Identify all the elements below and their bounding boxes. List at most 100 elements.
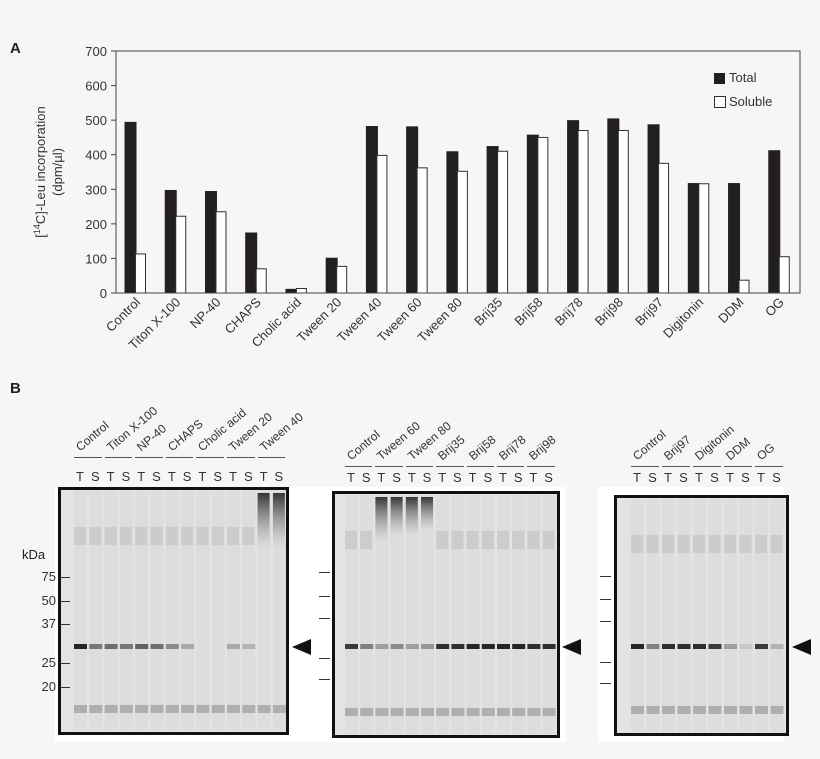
gel-lane (646, 499, 660, 732)
bar-total (687, 183, 700, 293)
gel-low-band (481, 708, 495, 716)
gel-smear (89, 527, 102, 545)
group-underline (405, 466, 434, 467)
lane-label-total: T (438, 470, 447, 485)
gel-low-band (390, 708, 404, 716)
marker-tick (60, 687, 70, 688)
gel-low-band (360, 708, 374, 716)
gel-lane (345, 495, 358, 734)
gel-smear (345, 531, 357, 549)
group-underline (74, 457, 102, 458)
gel-low-band (466, 708, 480, 716)
gel-low-band (527, 708, 541, 716)
kda-marker-label: 50 (41, 593, 56, 608)
lane-label-soluble: S (453, 470, 462, 485)
gel-lane (119, 491, 133, 731)
protein-band (375, 644, 389, 649)
group-underline (196, 457, 224, 458)
gel-lane (257, 491, 271, 731)
lane-label-soluble: S (710, 470, 719, 485)
gel-smear (227, 527, 239, 545)
bar-total (647, 124, 660, 293)
gel-image-3 (614, 495, 789, 736)
gel-smear (497, 531, 509, 549)
gel-smear (436, 531, 449, 549)
gel-low-band (150, 705, 164, 713)
kda-marker-label: 25 (41, 655, 56, 670)
gel-low-band (74, 705, 87, 713)
gel-low-band (646, 706, 660, 714)
marker-tick (600, 599, 611, 600)
gel-low-band (272, 705, 286, 713)
group-underline (436, 466, 464, 467)
gel-low-band (631, 706, 644, 714)
gel-lane (512, 495, 526, 734)
gel-lane (405, 495, 419, 734)
group-underline (497, 466, 525, 467)
lane-label-total: T (76, 469, 84, 484)
gel-smear (542, 531, 555, 549)
gel-lane (662, 499, 675, 732)
gel-smear (739, 535, 752, 553)
gel-smear (405, 497, 418, 536)
gel-lane (272, 491, 286, 731)
protein-band (345, 644, 358, 649)
gel-smear (466, 531, 479, 549)
lane-group-label: Control (73, 418, 112, 454)
lane-label-soluble: S (213, 469, 223, 484)
y-tick-label: 0 (100, 286, 107, 301)
gel-low-band (542, 708, 556, 716)
y-tick-label: 700 (85, 44, 107, 59)
gel-lane (677, 499, 691, 732)
lane-label-total: T (695, 470, 703, 485)
lane-label-soluble: S (772, 470, 781, 485)
lane-label-soluble: S (243, 469, 253, 484)
lane-label-total: T (664, 470, 672, 485)
lane-label-soluble: S (483, 470, 493, 485)
gel-smear (150, 527, 163, 545)
legend-label-total: Total (729, 70, 757, 85)
lane-label-total: T (137, 469, 146, 484)
gel-smear (755, 535, 767, 553)
bar-total (204, 191, 217, 293)
gel-lane (481, 495, 495, 734)
bar-total (768, 150, 781, 293)
protein-band (646, 644, 660, 649)
protein-band (662, 644, 675, 649)
protein-band (242, 644, 256, 649)
gel-lane (739, 499, 753, 732)
protein-band (466, 644, 480, 649)
gel-low-band (724, 706, 737, 714)
bar-total (728, 183, 741, 293)
band-arrowhead-icon (792, 639, 811, 655)
gel-smear (708, 535, 721, 553)
y-tick-label: 200 (85, 217, 107, 232)
panel-b-label: B (10, 380, 21, 397)
gel-low-band (421, 708, 434, 716)
marker-tick (319, 658, 330, 659)
gel-smear (242, 527, 255, 545)
gel-smear (481, 531, 494, 549)
gel-low-band (693, 706, 706, 714)
protein-band (693, 644, 706, 649)
gel-low-band (770, 706, 784, 714)
gel-low-band (739, 706, 753, 714)
protein-band (677, 644, 691, 649)
y-tick-label: 400 (85, 148, 107, 163)
bar-total (446, 151, 459, 293)
lane-label-total: T (726, 470, 734, 485)
lane-group-label: Control (344, 427, 383, 463)
kda-title: kDa (22, 547, 46, 562)
group-underline (135, 457, 163, 458)
gel-lane (693, 499, 706, 732)
gel-lane (360, 495, 374, 734)
gel-low-band (227, 705, 240, 713)
gel-lane (196, 491, 210, 731)
gel-lane (89, 491, 103, 731)
lane-label-total: T (468, 470, 477, 485)
protein-band (724, 644, 737, 649)
panel-a-label: A (10, 40, 21, 57)
plot-frame (115, 50, 801, 294)
gel-low-band (196, 705, 210, 713)
